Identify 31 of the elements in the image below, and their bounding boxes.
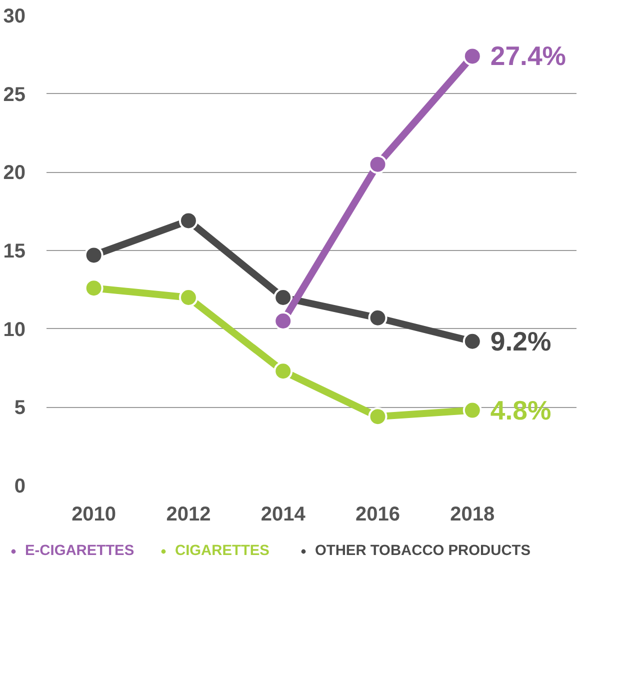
y-tick-label: 5 xyxy=(14,397,26,420)
point xyxy=(178,288,198,307)
point xyxy=(84,246,104,265)
x-tick-label: 2018 xyxy=(450,504,495,526)
legend-label: CIGARETTES xyxy=(175,543,270,559)
point xyxy=(274,288,293,307)
y-tick-label: 25 xyxy=(3,84,26,106)
x-tick-label: 2010 xyxy=(72,504,116,526)
point xyxy=(462,46,482,66)
point xyxy=(462,400,482,420)
legend-label: OTHER TOBACCO PRODUCTS xyxy=(315,543,531,559)
x-tick-label: 2016 xyxy=(356,504,400,526)
y-tick-label: 30 xyxy=(3,6,26,28)
point xyxy=(274,312,293,330)
point xyxy=(368,407,388,426)
point xyxy=(178,211,198,230)
y-tick-label: 10 xyxy=(3,318,26,341)
y-tick-label: 0 xyxy=(14,476,26,498)
point xyxy=(84,278,104,298)
x-tick-label: 2012 xyxy=(166,504,211,526)
point xyxy=(462,332,482,351)
x-tick-label: 2014 xyxy=(260,504,306,526)
data-label: 4.8% xyxy=(490,395,552,426)
y-tick-label: 20 xyxy=(3,162,26,184)
data-label: 9.2% xyxy=(490,326,552,356)
point xyxy=(368,154,388,174)
y-tick-label: 15 xyxy=(3,240,26,262)
point xyxy=(274,362,293,381)
point xyxy=(368,308,388,328)
legend-label: E-CIGARETTES xyxy=(25,543,134,559)
data-label: 27.4% xyxy=(490,41,566,72)
